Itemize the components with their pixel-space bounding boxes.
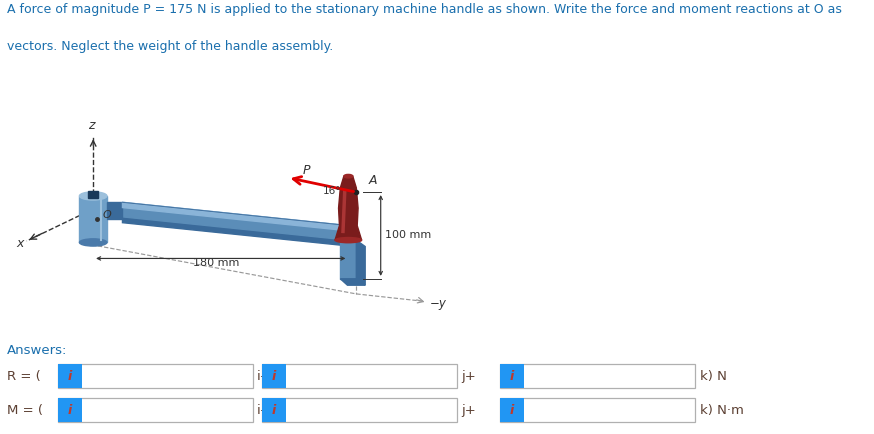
Text: M = (: M = ( (7, 404, 43, 417)
Ellipse shape (343, 174, 353, 178)
Polygon shape (107, 202, 122, 219)
FancyBboxPatch shape (262, 398, 286, 422)
FancyBboxPatch shape (262, 365, 457, 388)
FancyBboxPatch shape (262, 365, 286, 388)
FancyBboxPatch shape (500, 398, 524, 422)
Text: i: i (272, 404, 276, 417)
FancyBboxPatch shape (58, 398, 253, 422)
Bar (80, 196, 107, 243)
Text: P: P (303, 164, 310, 177)
Text: i+: i+ (257, 370, 272, 383)
Text: Answers:: Answers: (7, 345, 67, 358)
Ellipse shape (80, 192, 107, 200)
Text: i: i (510, 404, 514, 417)
Text: 180 mm: 180 mm (193, 258, 239, 268)
Polygon shape (357, 240, 365, 285)
Text: i: i (68, 404, 73, 417)
FancyBboxPatch shape (500, 398, 695, 422)
Bar (88, 191, 98, 197)
Polygon shape (340, 279, 365, 285)
Text: O: O (102, 210, 111, 220)
Text: −y: −y (429, 297, 447, 310)
Polygon shape (122, 217, 349, 246)
Text: vectors. Neglect the weight of the handle assembly.: vectors. Neglect the weight of the handl… (7, 40, 333, 53)
Ellipse shape (335, 237, 362, 243)
Text: i+: i+ (257, 404, 272, 417)
Text: 100 mm: 100 mm (385, 230, 432, 240)
Text: x: x (17, 237, 24, 250)
Text: j+: j+ (461, 370, 475, 383)
FancyBboxPatch shape (58, 398, 82, 422)
FancyBboxPatch shape (500, 365, 524, 388)
Text: j+: j+ (461, 404, 475, 417)
Text: i: i (272, 370, 276, 383)
FancyBboxPatch shape (58, 365, 253, 388)
FancyBboxPatch shape (58, 365, 82, 388)
FancyBboxPatch shape (262, 398, 457, 422)
Polygon shape (340, 240, 357, 279)
Text: z: z (87, 119, 94, 132)
Text: i: i (510, 370, 514, 383)
FancyBboxPatch shape (500, 365, 695, 388)
Polygon shape (335, 176, 362, 240)
Polygon shape (122, 202, 349, 240)
Text: 16°: 16° (323, 186, 342, 196)
Text: i: i (68, 370, 73, 383)
Text: R = (: R = ( (7, 370, 41, 383)
Text: A: A (369, 174, 378, 187)
Ellipse shape (80, 239, 107, 246)
Text: k) N·m: k) N·m (700, 404, 744, 417)
Text: A force of magnitude P = 175 N is applied to the stationary machine handle as sh: A force of magnitude P = 175 N is applie… (7, 3, 842, 16)
Text: k) N: k) N (700, 370, 727, 383)
Polygon shape (122, 202, 349, 231)
